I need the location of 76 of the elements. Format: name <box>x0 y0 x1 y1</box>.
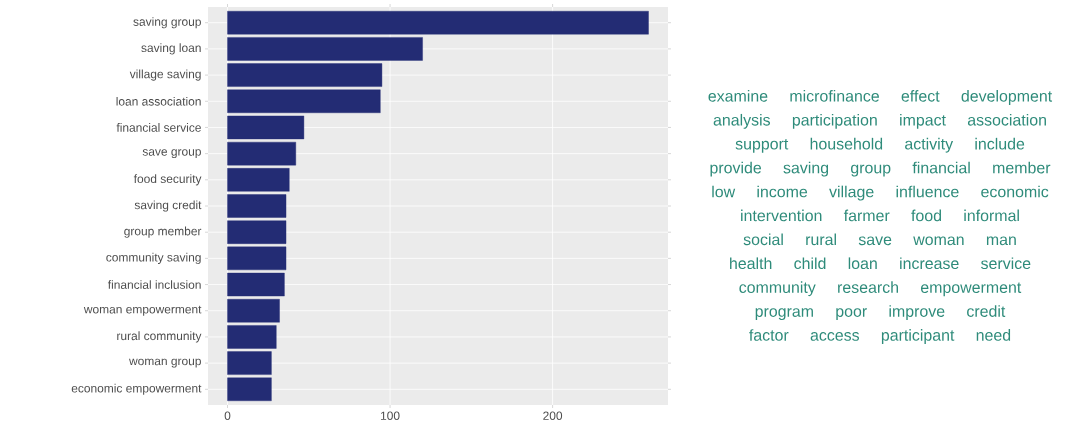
y-tick-label: saving credit <box>134 200 202 212</box>
text: research <box>838 281 899 293</box>
bar <box>227 325 277 349</box>
bar <box>227 63 383 87</box>
text: informal <box>964 209 1019 222</box>
text: association <box>967 113 1046 126</box>
text: food <box>911 209 942 222</box>
bar <box>227 377 272 401</box>
text: impact <box>900 113 946 129</box>
text: group <box>851 164 891 177</box>
text: child <box>794 257 826 270</box>
y-tick-label: economic empowerment <box>71 383 202 395</box>
text: man <box>986 236 1016 246</box>
text: analysis <box>713 113 771 129</box>
x-tick-label: 200 <box>543 411 563 420</box>
y-tick-label: food security <box>133 174 202 186</box>
text: poor <box>836 308 867 321</box>
bar <box>227 220 287 244</box>
text: intervention <box>741 209 822 222</box>
text: include <box>975 137 1025 150</box>
text: activity <box>905 137 954 153</box>
text: access <box>810 332 860 341</box>
text: woman <box>913 236 964 246</box>
bar <box>227 37 423 61</box>
y-tick-label: saving group <box>133 17 201 29</box>
text: service <box>981 257 1031 270</box>
text: improve <box>889 305 945 321</box>
text: social <box>743 233 783 246</box>
text: support <box>735 139 789 153</box>
bar <box>227 194 287 218</box>
y-tick-label: woman empowerment <box>83 305 202 316</box>
text: effect <box>901 90 940 102</box>
y-tick-label: save group <box>142 149 201 159</box>
bar <box>227 89 381 113</box>
text: examine <box>708 90 768 102</box>
text: influence <box>896 185 959 198</box>
text: income <box>757 185 808 198</box>
y-tick-label: group member <box>124 226 202 238</box>
text: saving <box>783 161 829 177</box>
text: development <box>961 90 1053 105</box>
y-tick-label: loan association <box>116 96 201 106</box>
text: community <box>739 281 816 297</box>
y-tick-label: financial inclusion <box>107 280 201 289</box>
text: participant <box>881 329 955 344</box>
text: member <box>993 161 1051 174</box>
y-tick-label: financial service <box>116 123 201 132</box>
text: credit <box>967 305 1006 317</box>
text: household <box>810 137 883 150</box>
text: financial <box>912 161 970 174</box>
text: provide <box>710 161 762 177</box>
text: farmer <box>843 209 890 222</box>
x-tick-label: 0 <box>224 411 231 420</box>
text: participation <box>792 113 877 129</box>
text: program <box>755 308 813 321</box>
bar <box>227 11 649 35</box>
text: village <box>829 185 874 201</box>
text: rural <box>806 233 836 246</box>
text: empowerment <box>920 282 1022 297</box>
y-tick-label: community saving <box>106 252 201 264</box>
x-tick-label: 100 <box>380 411 400 420</box>
bar <box>227 299 280 323</box>
text: health <box>730 257 772 270</box>
text: low <box>712 185 736 198</box>
y-tick-label: village saving <box>129 69 201 81</box>
text: increase <box>900 257 959 270</box>
bar <box>227 168 290 192</box>
text: economic <box>981 185 1049 198</box>
text: microfinance <box>790 90 879 102</box>
y-tick-label: rural community <box>117 331 202 343</box>
text: factor <box>749 329 789 341</box>
text: save <box>858 236 892 246</box>
y-tick-label: woman group <box>129 358 201 368</box>
y-tick-label: saving loan <box>141 43 201 55</box>
text: need <box>976 329 1011 341</box>
bar <box>227 351 272 375</box>
text: loan <box>848 257 877 270</box>
